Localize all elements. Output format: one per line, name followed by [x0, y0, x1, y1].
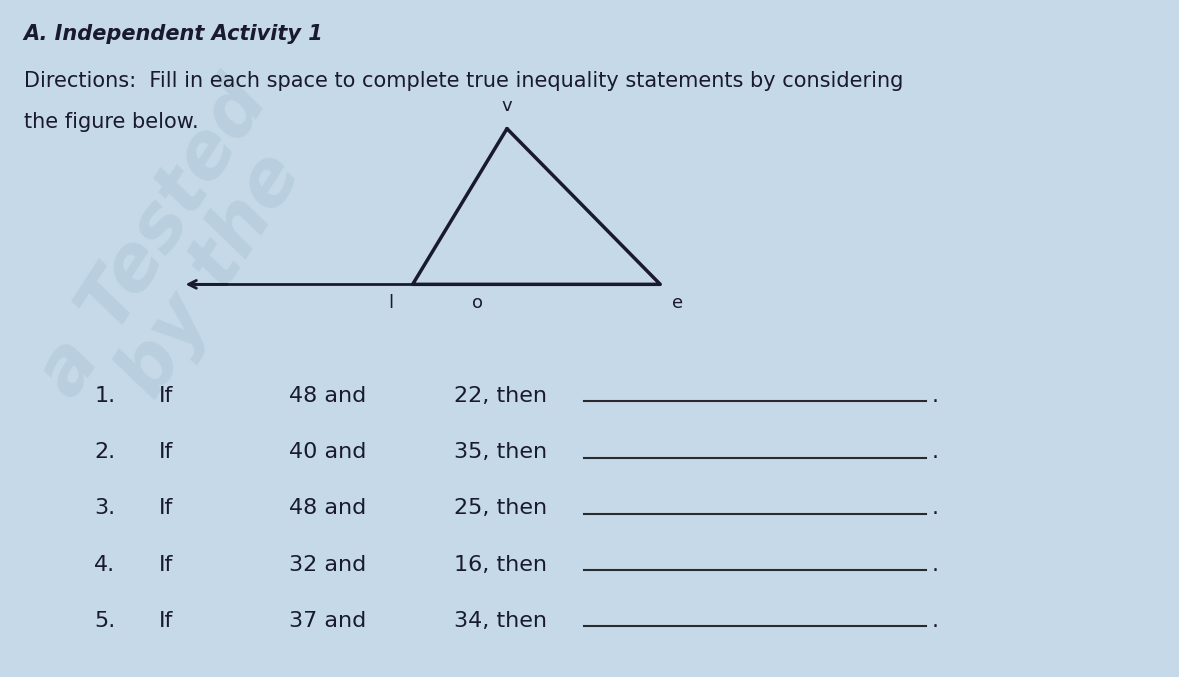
Text: 22, then: 22, then: [454, 386, 547, 406]
Text: 48 and: 48 and: [289, 386, 367, 406]
Text: .: .: [931, 554, 938, 575]
Text: l: l: [389, 294, 394, 313]
Text: Directions:  Fill in each space to complete true inequality statements by consid: Directions: Fill in each space to comple…: [24, 71, 903, 91]
Text: 2.: 2.: [94, 442, 116, 462]
Text: 4.: 4.: [94, 554, 116, 575]
Text: 3.: 3.: [94, 498, 116, 519]
Text: 40 and: 40 and: [289, 442, 367, 462]
Text: .: .: [931, 498, 938, 519]
Text: If: If: [159, 386, 173, 406]
Text: 48 and: 48 and: [289, 498, 367, 519]
Text: 5.: 5.: [94, 611, 116, 631]
Text: .: .: [931, 386, 938, 406]
Text: If: If: [159, 611, 173, 631]
Text: A. Independent Activity 1: A. Independent Activity 1: [24, 24, 323, 44]
Text: 37 and: 37 and: [289, 611, 367, 631]
Text: 32 and: 32 and: [289, 554, 367, 575]
Text: .: .: [931, 611, 938, 631]
Text: 35, then: 35, then: [454, 442, 547, 462]
Text: v: v: [501, 97, 513, 115]
Text: .: .: [931, 442, 938, 462]
Text: If: If: [159, 442, 173, 462]
Text: e: e: [672, 294, 683, 313]
Text: If: If: [159, 554, 173, 575]
Text: a Tested
by the: a Tested by the: [25, 67, 341, 447]
Text: the figure below.: the figure below.: [24, 112, 198, 132]
Text: 25, then: 25, then: [454, 498, 547, 519]
Text: o: o: [472, 294, 482, 313]
Text: 34, then: 34, then: [454, 611, 547, 631]
Text: 1.: 1.: [94, 386, 116, 406]
Text: 16, then: 16, then: [454, 554, 547, 575]
Text: If: If: [159, 498, 173, 519]
